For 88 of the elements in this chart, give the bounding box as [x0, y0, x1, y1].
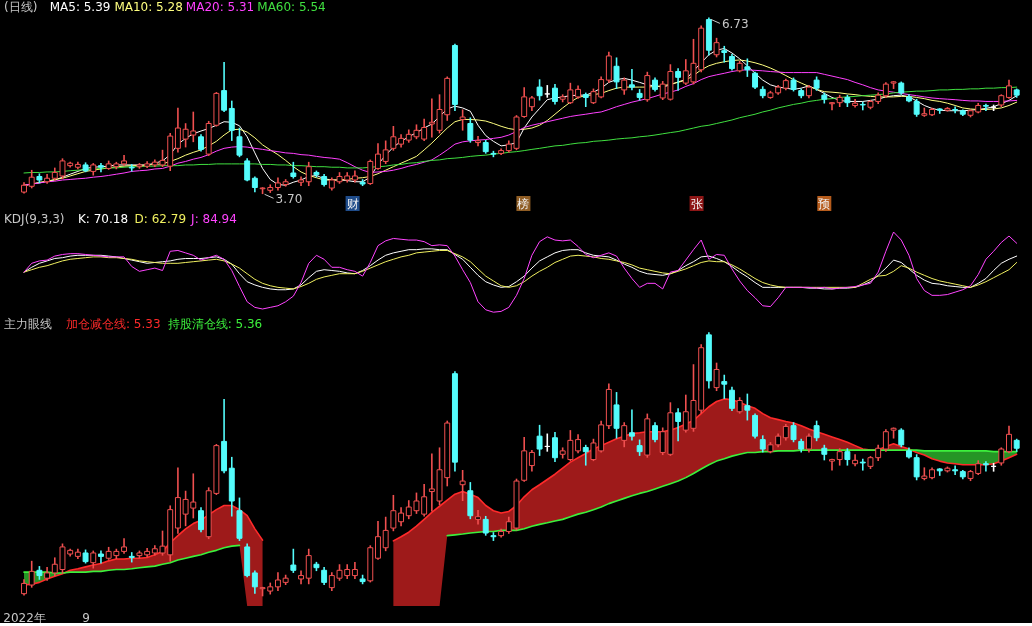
candlestick	[982, 103, 989, 111]
candlestick	[536, 79, 543, 101]
candlestick	[582, 92, 589, 107]
candlestick	[236, 127, 243, 158]
text: 张	[690, 196, 703, 211]
text: J: 84.94	[190, 212, 237, 226]
candlestick	[982, 461, 989, 472]
candlestick	[390, 494, 397, 532]
candlestick	[390, 126, 397, 151]
candlestick	[721, 374, 728, 399]
candlestick	[721, 45, 728, 63]
x-tick-label: 2022年	[3, 610, 46, 625]
candlestick	[482, 515, 489, 536]
candlestick	[829, 458, 835, 471]
candlestick	[936, 468, 943, 476]
candlestick	[852, 454, 859, 467]
x-tick-label: 9	[82, 610, 90, 625]
annotation: 3.70	[275, 192, 303, 207]
candlestick	[221, 62, 228, 113]
candlestick	[652, 422, 658, 443]
candlestick	[582, 444, 589, 466]
candlestick	[790, 422, 797, 443]
candlestick	[613, 57, 620, 89]
text: D: 62.79	[134, 212, 187, 226]
candlestick	[859, 101, 866, 111]
annotation: 6.73	[721, 17, 749, 32]
candlestick	[121, 538, 128, 554]
chart-title: 主力眼线	[4, 317, 52, 331]
candlestick	[829, 101, 835, 111]
text: 预	[818, 196, 831, 211]
candlestick	[44, 173, 51, 184]
candlestick	[936, 108, 943, 114]
text: MA5: 5.39	[49, 0, 111, 14]
chart-title: (日线)	[4, 0, 38, 14]
candlestick	[382, 516, 389, 552]
candlestick	[290, 548, 297, 573]
candlestick	[128, 164, 135, 172]
candlestick	[729, 386, 735, 411]
candlestick	[467, 117, 474, 143]
text: MA20: 5.31	[185, 0, 255, 14]
candlestick	[475, 509, 481, 525]
candlestick	[613, 392, 620, 439]
candlestick	[628, 68, 635, 91]
text: 榜	[517, 196, 530, 211]
candlestick	[536, 424, 543, 456]
candlestick	[459, 470, 466, 502]
candlestick	[375, 143, 381, 170]
candlestick	[744, 393, 751, 421]
candlestick	[952, 106, 959, 114]
candlestick	[198, 507, 204, 533]
candlestick	[552, 84, 558, 105]
candlestick	[251, 570, 258, 594]
candlestick	[913, 454, 920, 481]
candlestick	[382, 140, 389, 164]
candlestick	[305, 161, 312, 187]
text: K: 70.18	[78, 212, 129, 226]
candlestick	[128, 552, 135, 563]
text: MA10: 5.28	[114, 0, 183, 14]
candlestick	[675, 408, 682, 442]
candlestick	[28, 560, 35, 588]
candlestick	[98, 163, 104, 173]
text: MA60: 5.54	[257, 0, 326, 14]
chart-title: KDJ(9,3,3)	[4, 212, 65, 226]
candlestick	[621, 422, 628, 448]
candlestick	[813, 420, 820, 442]
text: 加仓减仓线: 5.33	[66, 317, 161, 331]
text: 持股清仓线: 5.36	[167, 317, 263, 331]
candlestick	[852, 98, 859, 108]
candlestick	[752, 413, 759, 439]
candlestick	[1006, 425, 1012, 454]
candlestick	[859, 458, 866, 471]
candlestick	[552, 431, 558, 462]
candlestick	[305, 548, 312, 585]
candlestick	[882, 429, 889, 452]
candlestick	[459, 109, 466, 131]
candlestick	[375, 520, 381, 560]
candlestick	[628, 409, 635, 441]
candlestick	[713, 362, 720, 392]
candlestick	[475, 135, 481, 147]
candlestick	[528, 450, 535, 472]
candlestick	[544, 85, 551, 98]
candlestick	[367, 159, 374, 185]
text: 财	[346, 196, 359, 211]
candlestick	[298, 176, 304, 187]
candlestick	[244, 158, 251, 182]
candlestick	[952, 465, 959, 476]
candlestick	[675, 68, 682, 91]
candlestick	[228, 100, 235, 141]
